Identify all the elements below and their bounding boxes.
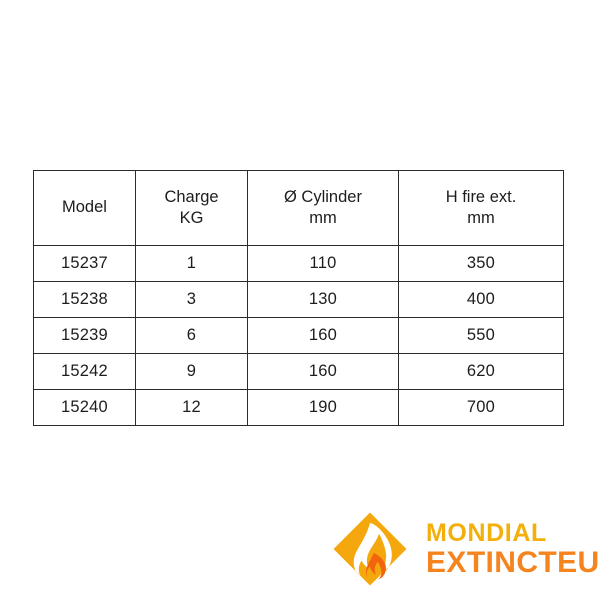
column-header-model: Model bbox=[33, 170, 136, 246]
column-header-model-label: Model bbox=[62, 198, 107, 217]
table-row: 15238 3 130 400 bbox=[33, 281, 564, 318]
cell-height: 550 bbox=[398, 317, 564, 354]
logo-line-extincteur: EXTINCTEUR bbox=[426, 545, 600, 579]
logo-wordmark: MONDIAL EXTINCTEUR bbox=[426, 521, 600, 577]
cell-charge: 1 bbox=[135, 245, 248, 282]
flame-diamond-icon bbox=[332, 511, 408, 587]
cell-cylinder: 160 bbox=[247, 353, 399, 390]
spec-table-container: Model Charge KG Ø Cylinder mm H fire ext… bbox=[33, 170, 564, 426]
column-header-charge-label: Charge bbox=[164, 187, 219, 206]
logo-line-mondial: MONDIAL bbox=[426, 519, 547, 548]
column-header-height: H fire ext. mm bbox=[398, 170, 564, 246]
cell-charge: 3 bbox=[135, 281, 248, 318]
cell-height: 350 bbox=[398, 245, 564, 282]
cell-model: 15240 bbox=[33, 389, 136, 426]
cell-height: 620 bbox=[398, 353, 564, 390]
cell-height: 400 bbox=[398, 281, 564, 318]
cell-charge: 9 bbox=[135, 353, 248, 390]
column-header-height-label: H fire ext. bbox=[445, 187, 517, 206]
cell-model: 15237 bbox=[33, 245, 136, 282]
spec-table: Model Charge KG Ø Cylinder mm H fire ext… bbox=[33, 170, 564, 426]
table-header-row: Model Charge KG Ø Cylinder mm H fire ext… bbox=[33, 170, 564, 246]
cell-cylinder: 130 bbox=[247, 281, 399, 318]
table-row: 15240 12 190 700 bbox=[33, 389, 564, 426]
cell-model: 15238 bbox=[33, 281, 136, 318]
column-header-cylinder: Ø Cylinder mm bbox=[247, 170, 399, 246]
cell-height: 700 bbox=[398, 389, 564, 426]
cell-cylinder: 190 bbox=[247, 389, 399, 426]
cell-cylinder: 110 bbox=[247, 245, 399, 282]
table-row: 15237 1 110 350 bbox=[33, 245, 564, 282]
cell-model: 15242 bbox=[33, 353, 136, 390]
cell-cylinder: 160 bbox=[247, 317, 399, 354]
table-row: 15239 6 160 550 bbox=[33, 317, 564, 354]
column-header-charge-unit: KG bbox=[179, 209, 204, 227]
column-header-cylinder-unit: mm bbox=[309, 209, 337, 227]
brand-logo: MONDIAL EXTINCTEUR bbox=[332, 508, 600, 590]
table-row: 15242 9 160 620 bbox=[33, 353, 564, 390]
cell-charge: 6 bbox=[135, 317, 248, 354]
column-header-cylinder-label: Ø Cylinder bbox=[284, 187, 362, 206]
cell-model: 15239 bbox=[33, 317, 136, 354]
cell-charge: 12 bbox=[135, 389, 248, 426]
column-header-height-unit: mm bbox=[467, 209, 495, 227]
column-header-charge: Charge KG bbox=[135, 170, 248, 246]
